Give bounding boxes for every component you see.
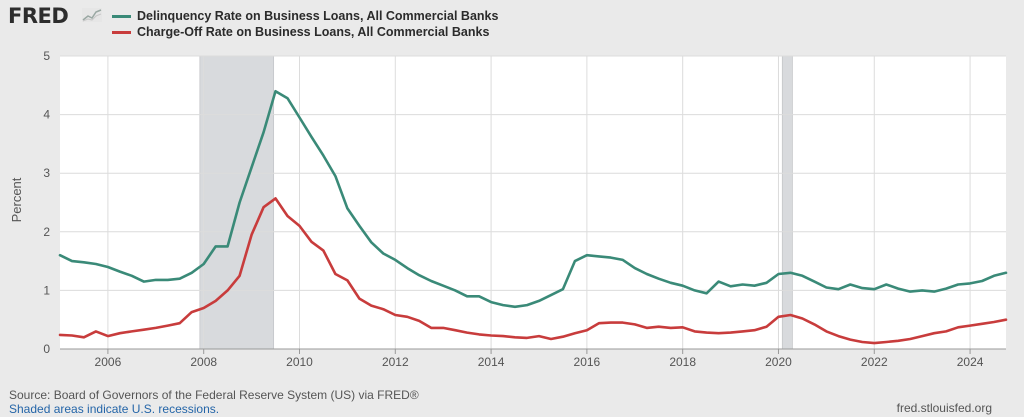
- charge-off-rate-line: [58, 197, 1008, 345]
- y-tick-label: 3: [43, 166, 50, 180]
- recession-note[interactable]: Shaded areas indicate U.S. recessions.: [9, 402, 220, 416]
- delinquency-rate-line: [58, 89, 1008, 309]
- x-tick-label: 2006: [95, 355, 122, 369]
- x-tick-label: 2010: [286, 355, 313, 369]
- legend-item-delinquency[interactable]: Delinquency Rate on Business Loans, All …: [112, 8, 498, 24]
- line-chart-icon: [82, 8, 102, 22]
- legend-swatch-chargeoff: [112, 30, 131, 34]
- legend-item-chargeoff[interactable]: Charge-Off Rate on Business Loans, All C…: [112, 24, 498, 40]
- x-tick-label: 2022: [861, 355, 888, 369]
- x-tick-label: 2008: [190, 355, 217, 369]
- x-tick-label: 2012: [382, 355, 409, 369]
- x-tick-label: 2020: [765, 355, 792, 369]
- y-tick-label: 1: [43, 283, 50, 297]
- x-tick-label: 2014: [478, 355, 505, 369]
- x-tick-label: 2016: [574, 355, 601, 369]
- legend-label-chargeoff: Charge-Off Rate on Business Loans, All C…: [137, 25, 490, 39]
- site-link[interactable]: fred.stlouisfed.org: [896, 401, 992, 415]
- y-tick-label: 2: [43, 225, 50, 239]
- chart-header: FRED Delinquency Rate on Business Loans,…: [0, 0, 1024, 50]
- legend-swatch-delinquency: [112, 14, 131, 18]
- legend-label-delinquency: Delinquency Rate on Business Loans, All …: [137, 9, 499, 23]
- fred-logo[interactable]: FRED: [8, 4, 69, 28]
- y-tick-label: 5: [43, 49, 50, 63]
- x-tick-label: 2018: [669, 355, 696, 369]
- y-tick-label: 0: [43, 342, 50, 356]
- chart-footer: Source: Board of Governors of the Federa…: [9, 388, 419, 416]
- y-axis-label: Percent: [9, 177, 24, 222]
- y-tick-label: 4: [43, 108, 50, 122]
- x-tick-label: 2024: [957, 355, 984, 369]
- recession-band-1: [781, 55, 793, 350]
- chart-legend: Delinquency Rate on Business Loans, All …: [112, 8, 498, 40]
- source-note: Source: Board of Governors of the Federa…: [9, 388, 419, 402]
